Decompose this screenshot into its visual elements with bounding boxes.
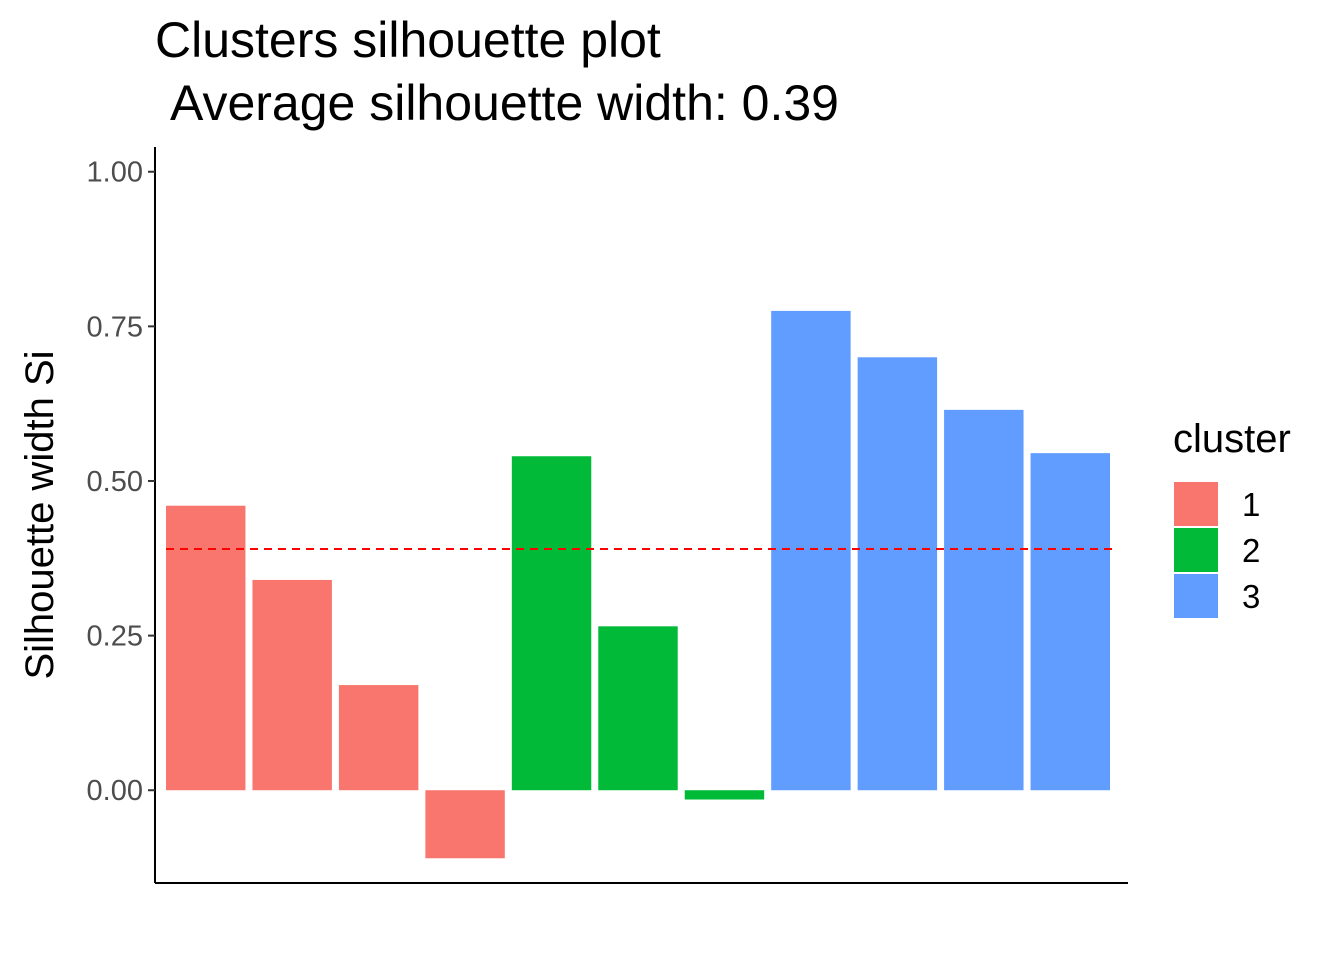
axes-layer: 0.00 0.25 0.50 0.75 1.00 — [87, 147, 1128, 884]
bar-cluster-3-9 — [857, 357, 938, 791]
bar-cluster-2-6 — [598, 626, 678, 791]
bar-cluster-1-1 — [166, 505, 246, 791]
legend-key-3 — [1174, 574, 1218, 618]
bar-cluster-3-8 — [771, 310, 851, 791]
bar-cluster-2-5 — [511, 456, 592, 791]
bars-layer — [166, 310, 1110, 859]
chart-subtitle: Average silhouette width: 0.39 — [170, 75, 839, 131]
legend-title: cluster — [1173, 417, 1291, 461]
y-tick-label: 1.00 — [87, 157, 143, 189]
legend-label-1: 1 — [1242, 486, 1260, 523]
bar-cluster-1-4 — [425, 790, 505, 859]
y-tick-label: 0.25 — [87, 621, 143, 653]
bar-cluster-1-2 — [252, 579, 332, 791]
y-tick-label: 0.75 — [87, 311, 143, 343]
bar-cluster-3-11 — [1030, 453, 1110, 791]
legend-label-3: 3 — [1242, 578, 1260, 615]
bar-cluster-3-10 — [944, 409, 1024, 791]
legend-label-2: 2 — [1242, 532, 1260, 569]
legend-key-2 — [1174, 528, 1218, 572]
bar-cluster-2-7 — [684, 790, 765, 800]
bar-cluster-1-3 — [338, 685, 419, 791]
y-axis-label: Silhouette width Si — [18, 350, 62, 679]
legend: cluster 1 2 3 — [1173, 417, 1291, 618]
chart-title: Clusters silhouette plot — [155, 12, 661, 68]
y-tick-label: 0.50 — [87, 466, 143, 498]
legend-key-1 — [1174, 482, 1218, 526]
y-tick-label: 0.00 — [87, 775, 143, 807]
